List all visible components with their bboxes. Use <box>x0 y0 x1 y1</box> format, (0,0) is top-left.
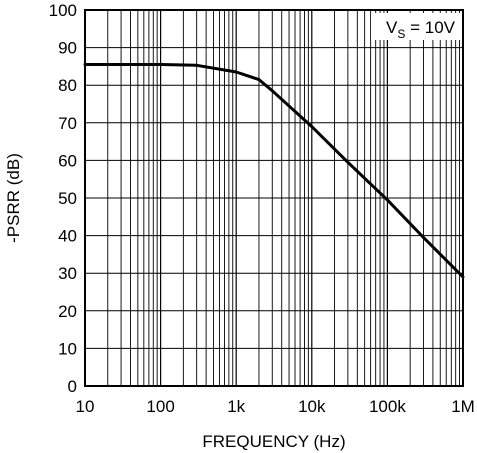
annotation-suffix: = 10V <box>405 18 455 37</box>
y-tick-label: 30 <box>58 264 77 283</box>
y-axis-title: -PSRR (dB) <box>4 153 23 243</box>
x-axis-title: FREQUENCY (Hz) <box>202 432 345 451</box>
y-tick-label: 50 <box>58 189 77 208</box>
x-tick-label: 10 <box>76 397 95 416</box>
y-tick-label: 70 <box>58 114 77 133</box>
x-tick-label: 1M <box>451 397 475 416</box>
y-tick-label: 80 <box>58 76 77 95</box>
y-tick-label: 90 <box>58 39 77 58</box>
supply-voltage-annotation: VS = 10V <box>386 18 456 41</box>
annotation-prefix: V <box>386 18 398 37</box>
y-tick-label: 40 <box>58 227 77 246</box>
y-tick-label: 0 <box>68 377 77 396</box>
x-tick-label: 100k <box>369 397 406 416</box>
y-tick-label: 60 <box>58 151 77 170</box>
x-tick-label: 10k <box>298 397 326 416</box>
x-tick-label: 1k <box>227 397 245 416</box>
grid <box>84 9 463 387</box>
y-tick-label: 100 <box>49 1 77 20</box>
y-tick-label: 10 <box>58 339 77 358</box>
annotation-background <box>371 13 462 40</box>
annotation-subscript: S <box>397 27 405 41</box>
psrr-curve <box>83 63 465 279</box>
plot-frame <box>84 9 464 387</box>
y-tick-label: 20 <box>58 302 77 321</box>
x-tick-label: 100 <box>146 397 174 416</box>
series-layer <box>83 63 465 279</box>
